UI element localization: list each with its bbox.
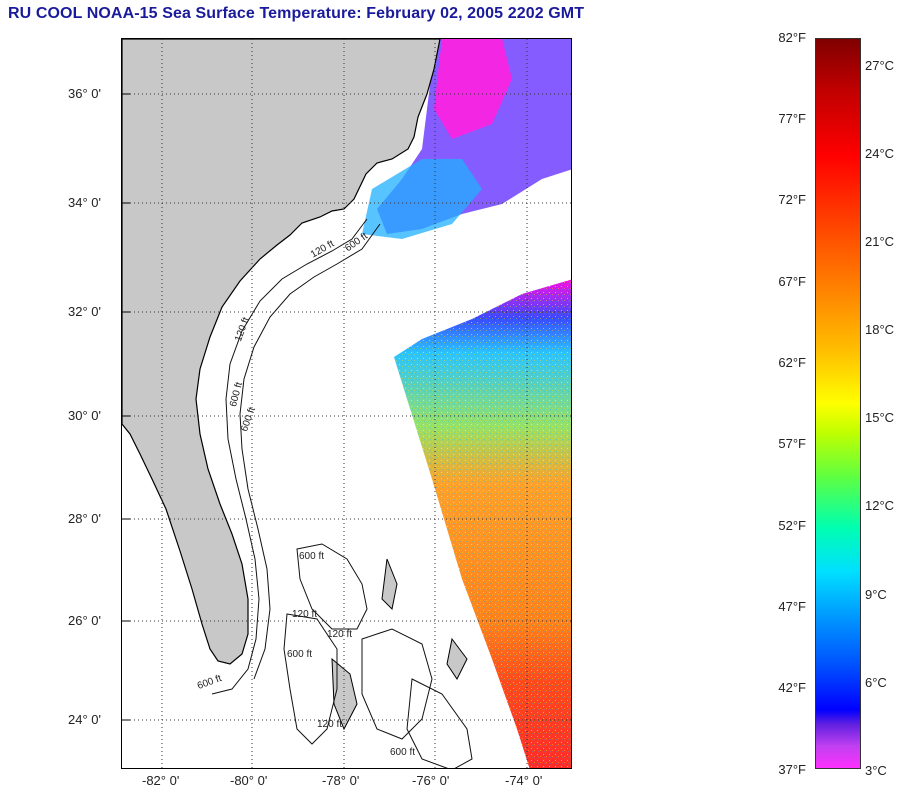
land-mass [122,39,441,665]
sst-swath-north-shelf [362,159,482,239]
colorbar-label-f: 57°F [778,436,806,451]
colorbar-label-c: 27°C [865,58,895,73]
lon-label-78: -78° 0' [322,773,360,788]
contour-label: 600 ft [299,551,325,562]
sst-map-svg [122,39,571,768]
bathymetry-contours [211,218,473,768]
contour-label: 600 ft [390,747,416,758]
colorbar-label-c: 15°C [865,410,895,425]
lat-label-36: 36° 0' [68,86,101,101]
colorbar-label-f: 67°F [778,274,806,289]
lon-label-80: -80° 0' [230,773,268,788]
lon-label-76: -76° 0' [412,773,450,788]
contour-label: 120 ft [292,609,318,620]
colorbar-label-c: 24°C [865,146,895,161]
bahamas-islands [331,558,468,731]
colorbar-label-f: 37°F [778,762,806,777]
colorbar-label-c: 12°C [865,498,895,513]
lat-label-32: 32° 0' [68,304,101,319]
colorbar-label-f: 77°F [778,111,806,126]
colorbar-label-f: 72°F [778,192,806,207]
lon-label-82: -82° 0' [142,773,180,788]
colorbar-label-c: 9°C [865,587,887,602]
colorbar-label-c: 21°C [865,234,895,249]
lat-label-26: 26° 0' [68,613,101,628]
lon-label-74: -74° 0' [505,773,543,788]
colorbar-label-f: 47°F [778,599,806,614]
sst-swath-south-texture [394,279,571,768]
contour-label: 120 ft [327,629,353,640]
colorbar-label-f: 52°F [778,518,806,533]
colorbar-label-f: 62°F [778,355,806,370]
lat-label-24: 24° 0' [68,712,101,727]
colorbar-label-c: 3°C [865,763,887,778]
colorbar-label-c: 18°C [865,322,895,337]
sst-swath-north-cold [434,39,512,139]
lat-label-28: 28° 0' [68,511,101,526]
lat-label-30: 30° 0' [68,408,101,423]
sst-map: 120 ft 600 ft 120 ft 600 ft 600 ft 600 f… [121,38,572,769]
page-title: RU COOL NOAA-15 Sea Surface Temperature:… [8,5,585,22]
lat-label-34: 34° 0' [68,195,101,210]
colorbar-label-f: 42°F [778,680,806,695]
temperature-colorbar [815,38,861,769]
left-axis-ticks [122,93,130,721]
contour-label: 600 ft [287,649,313,660]
contour-label: 120 ft [317,719,343,730]
colorbar-label-f: 82°F [778,30,806,45]
colorbar-label-c: 6°C [865,675,887,690]
